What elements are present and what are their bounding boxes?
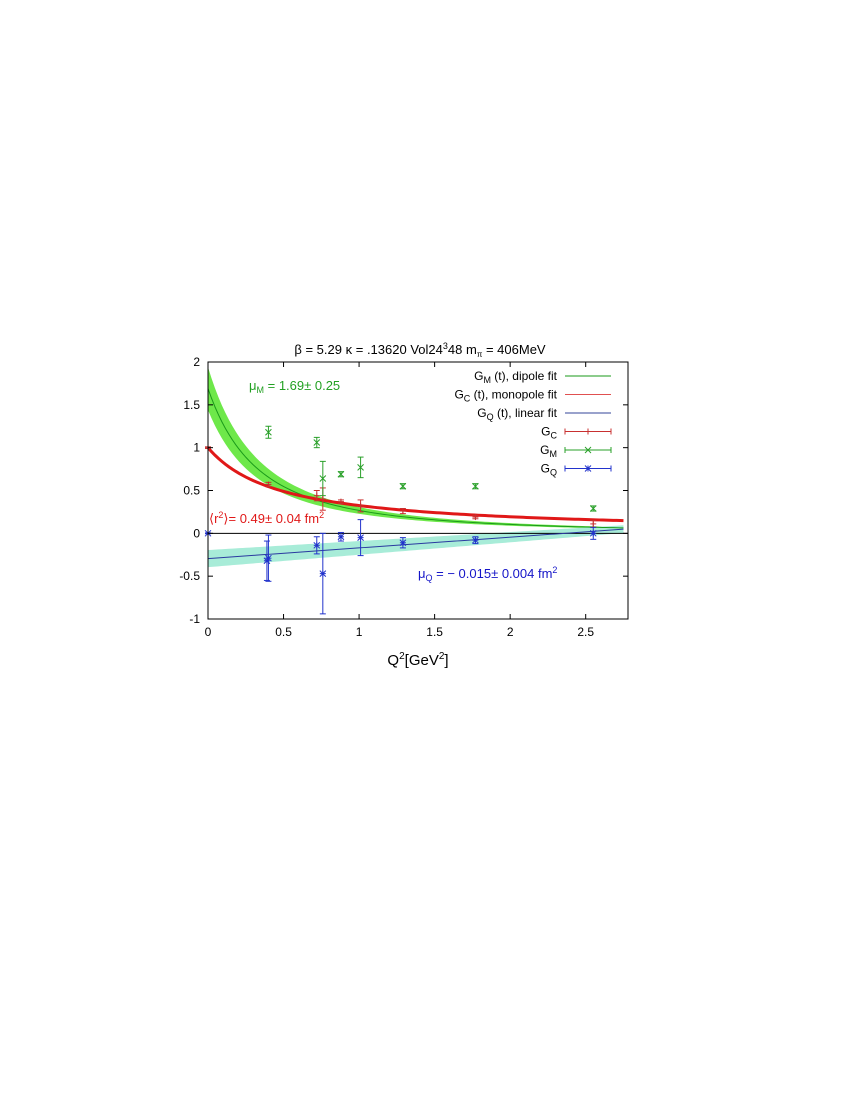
legend-marker <box>584 446 592 454</box>
marker-d2 <box>589 529 597 537</box>
y-tick-label: 0.5 <box>183 484 200 498</box>
gq-linear-fit-line <box>207 528 624 560</box>
mu-q-annotation: μQ = − 0.015± 0.004 fm2 <box>418 565 557 583</box>
legend-item: GQ <box>541 462 612 478</box>
gq-data-point <box>313 541 321 549</box>
legend-label: GC <box>541 425 557 441</box>
data-points <box>204 425 597 615</box>
axis-ticks: 0 0.5 1 1.5 2 2.5 -1 -0.5 0 0.5 1 1.5 2 <box>179 355 628 639</box>
gc-data-point <box>399 508 406 515</box>
x-tick-label: 2.5 <box>577 625 594 639</box>
legend-label: GC (t), monopole fit <box>454 388 557 404</box>
legend-marker <box>584 465 592 472</box>
gm-data-point <box>313 439 321 446</box>
legend-item: GQ (t), linear fit <box>477 406 611 422</box>
marker-d2 <box>265 554 272 562</box>
gq-data-point <box>399 539 407 547</box>
x-tick-label: 0.5 <box>275 625 292 639</box>
marker-d2 <box>589 505 597 512</box>
gc-monopole-fit-line <box>206 446 624 523</box>
x-tick-label: 0 <box>205 625 212 639</box>
gq-data-point <box>265 554 272 562</box>
fit-curves <box>206 388 624 560</box>
marker-d2 <box>399 482 407 490</box>
gq-data-point <box>472 536 479 544</box>
gm-dipole-fit-line <box>207 388 624 529</box>
y-tick-label: -1 <box>189 612 200 626</box>
gc-data-point <box>265 481 272 488</box>
marker-d2 <box>319 570 327 577</box>
series-gq <box>204 519 597 615</box>
marker-d2 <box>472 536 479 544</box>
marker-d2 <box>357 464 364 471</box>
gm-data-point <box>319 475 327 482</box>
y-tick-label: 2 <box>193 355 200 369</box>
legend-item: GC <box>541 425 612 441</box>
title-mpi: m <box>466 342 477 357</box>
series-gm <box>265 425 597 512</box>
title-vol-sup: 3 <box>443 341 448 351</box>
legend-label: GQ (t), linear fit <box>477 406 557 422</box>
y-tick-label: -0.5 <box>179 569 200 583</box>
legend-label: GM (t), dipole fit <box>474 369 558 385</box>
x-tick-label: 1 <box>356 625 363 639</box>
gm-data-point <box>399 482 407 490</box>
marker-d2 <box>265 428 272 436</box>
gq-data-point <box>319 570 327 577</box>
gq-data-point <box>337 533 345 541</box>
gm-data-point <box>472 482 479 490</box>
y-tick-label: 1 <box>193 441 200 455</box>
gm-data-point <box>337 470 345 478</box>
marker-d2 <box>357 534 364 541</box>
title-mpi-value: = 406MeV <box>482 342 546 357</box>
marker-d2 <box>584 446 592 454</box>
marker-d2 <box>337 533 345 541</box>
y-tick-label: 0 <box>193 526 200 540</box>
marker-d2 <box>337 470 345 478</box>
marker-d2 <box>472 482 479 490</box>
x-axis-label: Q2[GeV2] <box>387 651 448 669</box>
legend-item: GC (t), monopole fit <box>454 388 611 404</box>
radius-annotation: ⟨r2⟩= 0.49± 0.04 fm2 <box>209 510 324 526</box>
legend-label: GQ <box>541 462 557 478</box>
x-tick-label: 1.5 <box>426 625 443 639</box>
gm-data-point <box>265 428 272 436</box>
x-tick-label: 2 <box>507 625 514 639</box>
gm-data-point <box>357 464 364 471</box>
legend-label: GM <box>540 443 557 459</box>
gc-data-point <box>590 520 597 527</box>
legend-marker <box>585 428 591 435</box>
legend: GM (t), dipole fit GC (t), monopole fit GQ… <box>454 369 612 478</box>
gm-data-point <box>589 505 597 512</box>
y-tick-label: 1.5 <box>183 398 200 412</box>
marker-d2 <box>584 465 592 472</box>
gq-data-point <box>357 534 364 541</box>
marker-d2 <box>313 439 321 446</box>
marker-d2 <box>313 541 321 549</box>
legend-item: GM (t), dipole fit <box>474 369 611 385</box>
gc-data-point <box>472 514 479 521</box>
gq-fit-band <box>208 525 624 568</box>
gc-data-point <box>357 502 364 509</box>
title-kappa: κ = .13620 <box>346 342 407 357</box>
marker-d2 <box>399 539 407 547</box>
fit-bands <box>208 367 624 568</box>
mu-m-annotation: μM = 1.69± 0.25 <box>249 378 340 395</box>
marker-d2 <box>319 475 327 482</box>
gc-data-point <box>313 492 320 499</box>
title-vol-suffix: 48 <box>448 342 462 357</box>
title-vol: Vol24 <box>410 342 443 357</box>
chart-title: β = 5.29 κ = .13620 Vol24348 mπ = 406MeV <box>294 341 546 359</box>
legend-item: GM <box>540 443 612 459</box>
title-beta: β = 5.29 <box>294 342 342 357</box>
title-mpi-sub: π <box>477 350 483 359</box>
gc-data-point <box>337 498 344 505</box>
gc-data-point <box>319 496 326 503</box>
gq-data-point <box>589 529 597 537</box>
